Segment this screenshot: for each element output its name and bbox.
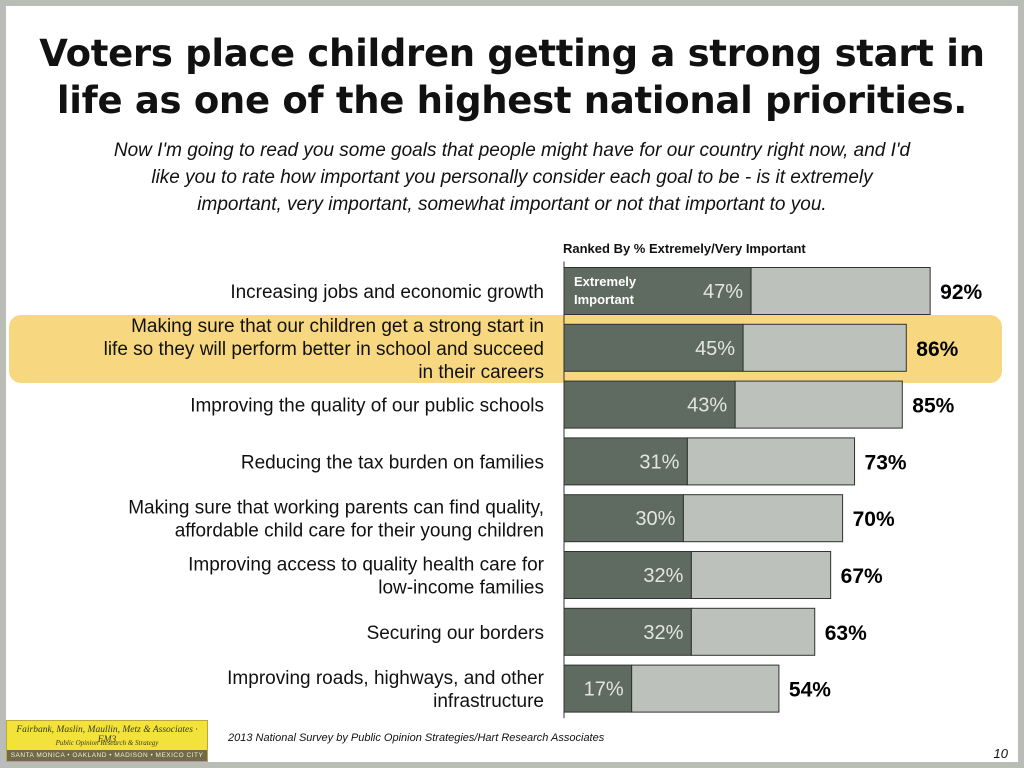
- bar-very: [690, 551, 832, 599]
- category-label: low-income families: [378, 578, 544, 599]
- data-label: 32%: [643, 622, 683, 644]
- category-label: in their careers: [418, 362, 544, 383]
- slide-title: Voters place children getting a strong s…: [6, 30, 1018, 124]
- total-label: 63%: [825, 622, 867, 645]
- bar-chart: 47% 92% Increasing jobs and economic growt…: [104, 261, 983, 719]
- category-label: Reducing the tax burden on families: [241, 452, 544, 473]
- bar-very: [742, 323, 907, 372]
- data-label: 45%: [695, 338, 735, 360]
- bar-very: [682, 494, 844, 543]
- company-logo: Fairbank, Maslin, Maullin, Metz & Associ…: [6, 720, 208, 762]
- logo-name: Fairbank, Maslin, Maullin, Metz & Associ…: [16, 725, 198, 745]
- category-label: Making sure that working parents can fin…: [128, 498, 544, 519]
- total-label: 86%: [916, 338, 958, 361]
- data-label: 31%: [639, 451, 679, 473]
- total-label: 73%: [865, 451, 907, 474]
- legend-label: Extremely: [574, 274, 637, 289]
- bar-extremely: [563, 494, 684, 543]
- subtitle-line: important, very important, somewhat impo…: [197, 194, 827, 215]
- subtitle-line: like you to rate how important you perso…: [151, 167, 873, 188]
- data-label: 30%: [635, 508, 675, 530]
- category-label: Improving the quality of our public scho…: [190, 396, 544, 417]
- bar-extremely: [563, 551, 692, 599]
- title-line: Voters place children getting a strong s…: [39, 32, 985, 75]
- legend-label: Important: [574, 292, 635, 307]
- category-label: infrastructure: [433, 691, 544, 712]
- ranked-note: Ranked By % Extremely/Very Important: [563, 241, 806, 256]
- title-line: life as one of the highest national prio…: [56, 79, 968, 122]
- page-number: 10: [993, 746, 1008, 761]
- category-label: Increasing jobs and economic growth: [230, 282, 544, 303]
- total-label: 54%: [789, 679, 831, 702]
- category-label: affordable child care for their young ch…: [175, 521, 544, 542]
- data-label: 47%: [703, 281, 743, 303]
- slide-subtitle: Now I'm going to read you some goals tha…: [26, 137, 998, 218]
- category-label: Securing our borders: [367, 623, 544, 644]
- bar-very: [750, 267, 931, 315]
- slide: Voters place children getting a strong s…: [6, 6, 1018, 762]
- data-label: 17%: [584, 679, 624, 701]
- data-label: 43%: [687, 395, 727, 417]
- bar-extremely: [563, 607, 692, 656]
- footer-source: 2013 National Survey by Public Opinion S…: [228, 732, 605, 744]
- bar-extremely: [563, 437, 688, 486]
- total-label: 67%: [841, 565, 883, 588]
- data-label: 32%: [643, 565, 683, 587]
- total-label: 92%: [940, 281, 982, 304]
- subtitle-line: Now I'm going to read you some goals tha…: [113, 140, 911, 161]
- category-label: life so they will perform better in scho…: [104, 339, 544, 360]
- bar-very: [631, 664, 780, 713]
- category-label: Improving roads, highways, and other: [227, 668, 545, 689]
- logo-cities: SANTA MONICA • OAKLAND • MADISON • MEXIC…: [7, 750, 207, 761]
- category-label: Improving access to quality health care …: [188, 555, 545, 576]
- bar-very: [690, 607, 816, 656]
- total-label: 85%: [912, 395, 954, 418]
- bar-very: [686, 437, 856, 486]
- total-label: 70%: [853, 508, 895, 531]
- category-label: Making sure that our children get a stro…: [131, 316, 544, 337]
- logo-tagline: Public Opinion Research & Strategy: [55, 739, 159, 747]
- bar-very: [734, 380, 903, 429]
